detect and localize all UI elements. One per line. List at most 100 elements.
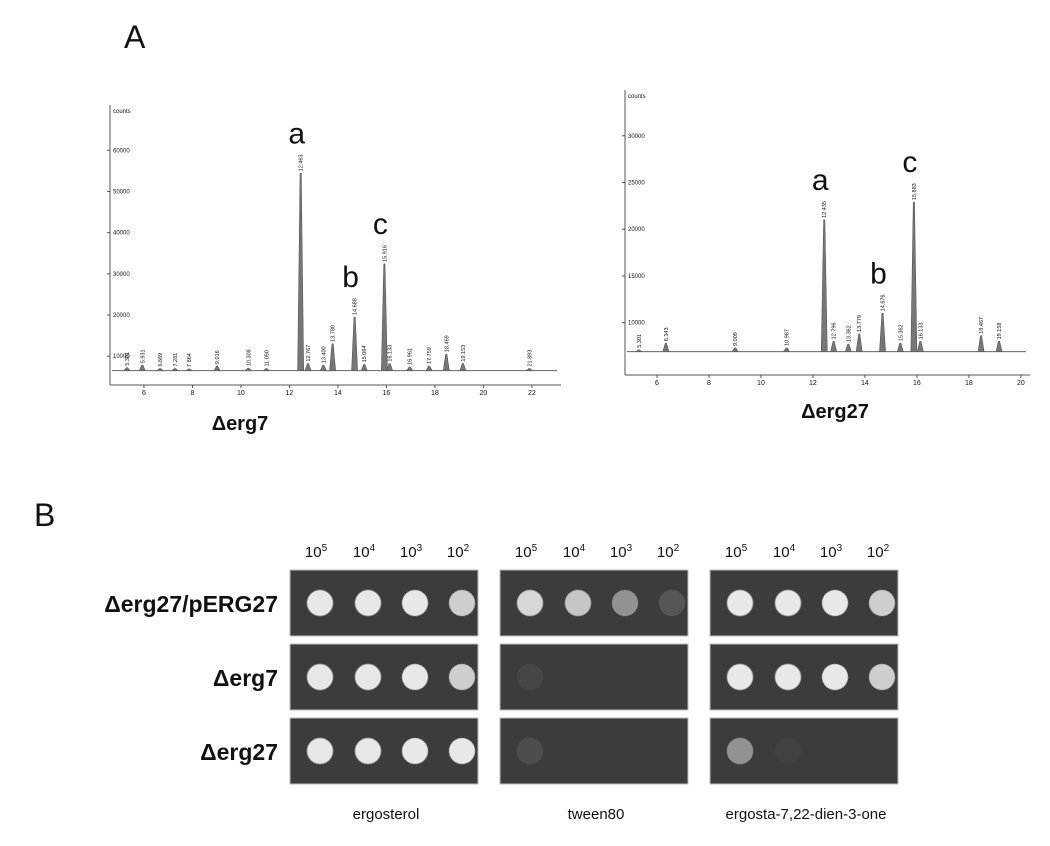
medium-label: tween80 <box>568 806 625 823</box>
x-tick-label: 14 <box>861 380 869 387</box>
medium-label: ergosta-7,22-dien-3-one <box>726 806 887 823</box>
plate <box>499 717 689 785</box>
x-tick-label: 8 <box>190 390 194 397</box>
x-tick-label: 18 <box>431 390 439 397</box>
colony-spot <box>868 589 896 617</box>
peak-label: 13.400 <box>321 346 327 363</box>
colony-spot <box>354 663 382 691</box>
peak-label: 12.796 <box>832 323 838 340</box>
x-tick-label: 10 <box>757 380 765 387</box>
dilution-base: 10 <box>400 544 417 561</box>
peak-label: 15.362 <box>898 324 904 341</box>
peak <box>917 341 924 352</box>
peak-label: 18.467 <box>979 317 985 334</box>
peak <box>830 341 838 352</box>
peak <box>156 368 164 371</box>
chromatogram-title: Δerg7 <box>212 413 269 435</box>
colony-spot <box>868 663 896 691</box>
peak-label: 14.688 <box>353 298 359 315</box>
plate <box>499 643 689 711</box>
peak-label: 6.669 <box>158 353 164 367</box>
peak-annotation: b <box>342 261 359 294</box>
colony-spot <box>516 663 544 691</box>
peak <box>213 365 221 371</box>
x-tick-label: 18 <box>965 380 973 387</box>
peak-label: 5.301 <box>637 334 643 348</box>
peak <box>185 368 194 371</box>
dilution-base: 10 <box>773 544 790 561</box>
colony-spot <box>354 589 382 617</box>
peak <box>896 342 904 352</box>
dilution-label: 105 <box>515 543 538 561</box>
peak <box>381 263 388 371</box>
peak-label: 9.009 <box>733 332 739 346</box>
y-tick-label: 30000 <box>113 272 130 278</box>
peak-label: 21.893 <box>527 350 533 367</box>
peak-annotation: b <box>870 257 887 290</box>
peak <box>171 368 179 371</box>
peak-label: 13.780 <box>331 325 337 342</box>
dilution-base: 10 <box>610 544 627 561</box>
peak-label: 13.779 <box>857 315 863 332</box>
panel-label: A <box>124 19 146 55</box>
medium-label: ergosterol <box>353 806 420 823</box>
x-tick-label: 22 <box>528 390 536 397</box>
peak <box>977 335 985 352</box>
colony-spot <box>726 589 754 617</box>
dilution-base: 10 <box>820 544 837 561</box>
peak <box>406 366 414 371</box>
peak-label: 14.676 <box>881 294 887 311</box>
dilution-label: 102 <box>447 543 470 561</box>
y-tick-label: 10000 <box>113 354 130 360</box>
x-tick-label: 14 <box>334 390 342 397</box>
dilution-label: 105 <box>305 543 328 561</box>
colony-spot <box>658 589 686 617</box>
dilution-base: 10 <box>725 544 742 561</box>
dilution-exponent: 3 <box>627 543 633 554</box>
peak <box>262 368 271 371</box>
peak <box>442 353 450 371</box>
dilution-exponent: 3 <box>837 543 843 554</box>
strain-label: Δerg27 <box>200 739 278 765</box>
dilution-label: 102 <box>867 543 890 561</box>
y-axis-label: counts <box>628 94 646 100</box>
peak-label: 16.133 <box>918 323 924 340</box>
y-tick-label: 60000 <box>113 148 130 154</box>
colony-spot <box>564 589 592 617</box>
colony-spot <box>726 737 754 765</box>
dilution-exponent: 4 <box>580 543 586 554</box>
strain-label: Δerg7 <box>213 665 278 691</box>
peak <box>304 363 312 371</box>
colony-spot <box>448 737 476 765</box>
y-tick-label: 30000 <box>628 134 645 140</box>
peak <box>995 341 1003 352</box>
colony-spot <box>306 663 334 691</box>
peak-label: 6.343 <box>664 327 670 341</box>
peak-label: 19.153 <box>461 345 467 362</box>
y-tick-label: 10000 <box>628 321 645 327</box>
dilution-exponent: 3 <box>417 543 423 554</box>
colony-spot <box>354 737 382 765</box>
peak-annotation: c <box>902 146 917 179</box>
dilution-base: 10 <box>353 544 370 561</box>
peak-label: 5.931 <box>140 349 146 363</box>
x-tick-label: 8 <box>707 380 711 387</box>
colony-spot <box>516 737 544 765</box>
colony-spot <box>821 589 849 617</box>
peak <box>138 364 146 371</box>
chromatogram-title: Δerg27 <box>801 401 869 423</box>
peak <box>386 363 394 371</box>
dilution-base: 10 <box>657 544 674 561</box>
peak-label: 19.158 <box>997 323 1003 340</box>
peak-label: 7.864 <box>187 353 193 367</box>
peak-label: 16.961 <box>408 348 414 365</box>
colony-spot <box>611 589 639 617</box>
peak-label: 11.050 <box>264 350 270 366</box>
peak <box>360 364 368 371</box>
y-tick-label: 20000 <box>628 227 645 233</box>
peak-label: 9.016 <box>215 350 221 364</box>
peak <box>820 219 828 352</box>
colony-spot <box>306 737 334 765</box>
y-tick-label: 25000 <box>628 181 645 187</box>
